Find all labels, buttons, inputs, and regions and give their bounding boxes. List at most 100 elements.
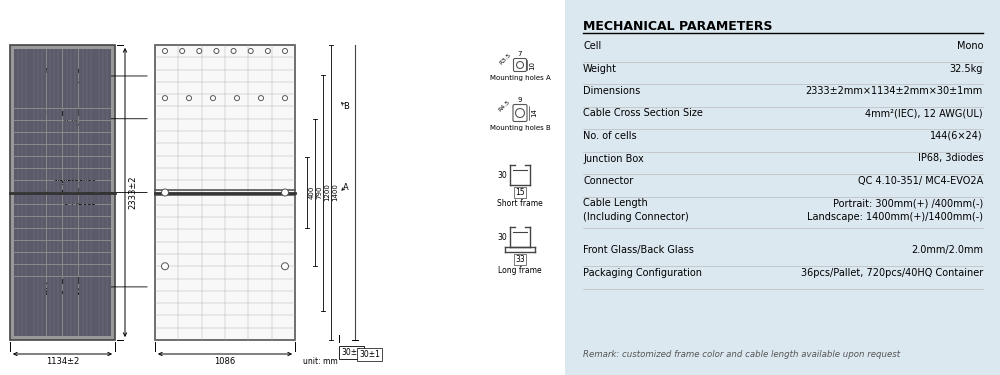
Text: B: B (343, 102, 349, 111)
Bar (95, 157, 111, 168)
Bar (47, 253, 62, 264)
Text: Nextracker
Mounting Holes
8 Places: Nextracker Mounting Holes 8 Places (35, 178, 147, 207)
Circle shape (258, 96, 264, 100)
Bar (47, 145, 62, 156)
Bar (79, 276, 95, 288)
Bar (14, 157, 30, 168)
Circle shape (282, 263, 288, 270)
Text: Short frame: Short frame (497, 199, 543, 208)
Bar (63, 193, 78, 204)
Bar (47, 157, 62, 168)
Bar (30, 121, 46, 132)
Bar (30, 85, 46, 96)
Bar (47, 169, 62, 180)
Circle shape (282, 189, 288, 196)
Bar (95, 169, 111, 180)
Bar (63, 61, 78, 73)
Bar (30, 217, 46, 228)
Bar (47, 312, 62, 324)
Bar (63, 312, 78, 324)
Circle shape (265, 48, 270, 54)
Bar (30, 276, 46, 288)
Bar (14, 145, 30, 156)
Bar (30, 312, 46, 324)
Bar (63, 121, 78, 132)
Bar (95, 97, 111, 108)
Bar (79, 109, 95, 120)
Text: R3.5: R3.5 (498, 52, 512, 66)
Bar (14, 181, 30, 192)
Bar (63, 181, 78, 192)
Bar (79, 253, 95, 264)
Text: 2.0mm/2.0mm: 2.0mm/2.0mm (911, 246, 983, 255)
FancyBboxPatch shape (514, 58, 526, 72)
Circle shape (283, 48, 288, 54)
Bar (63, 157, 78, 168)
Bar (95, 133, 111, 144)
Bar (30, 253, 46, 264)
Bar (30, 97, 46, 108)
Text: 33: 33 (515, 255, 525, 264)
Text: 1200: 1200 (324, 184, 330, 201)
Bar (63, 49, 78, 61)
Circle shape (234, 96, 240, 100)
Text: Draining holes
8 Places: Draining holes 8 Places (39, 66, 147, 86)
Text: IP68, 3diodes: IP68, 3diodes (918, 153, 983, 164)
Text: Front Glass/Back Glass: Front Glass/Back Glass (583, 246, 694, 255)
Bar (95, 264, 111, 276)
Bar (79, 312, 95, 324)
Bar (47, 241, 62, 252)
Text: 144(6×24): 144(6×24) (930, 131, 983, 141)
Circle shape (248, 48, 253, 54)
Text: 14: 14 (531, 109, 537, 117)
Bar (95, 241, 111, 252)
Text: 9: 9 (518, 97, 522, 103)
Bar (47, 324, 62, 336)
Text: A: A (343, 183, 349, 192)
Text: 790: 790 (316, 186, 322, 199)
Bar (95, 61, 111, 73)
Text: 7: 7 (518, 51, 522, 57)
Bar (63, 109, 78, 120)
Text: QC 4.10-351/ MC4-EVO2A: QC 4.10-351/ MC4-EVO2A (858, 176, 983, 186)
Bar (30, 145, 46, 156)
Bar (47, 85, 62, 96)
Bar (63, 169, 78, 180)
Bar (79, 300, 95, 312)
Bar (14, 288, 30, 300)
Bar (95, 181, 111, 192)
Bar (95, 276, 111, 288)
Bar (14, 133, 30, 144)
Bar (14, 264, 30, 276)
Bar (30, 300, 46, 312)
Text: 2333±2mm×1134±2mm×30±1mm: 2333±2mm×1134±2mm×30±1mm (806, 86, 983, 96)
Bar (95, 217, 111, 228)
Bar (63, 145, 78, 156)
Text: unit: mm: unit: mm (303, 357, 338, 366)
Bar (47, 276, 62, 288)
Bar (155, 45, 295, 340)
Bar (14, 121, 30, 132)
Bar (63, 217, 78, 228)
Bar (30, 109, 46, 120)
Bar (14, 229, 30, 240)
Bar (30, 61, 46, 73)
Text: Portrait: 300mm(+) /400mm(-)
Landscape: 1400mm(+)/1400mm(-): Portrait: 300mm(+) /400mm(-) Landscape: … (807, 198, 983, 222)
Bar (79, 241, 95, 252)
Bar (63, 300, 78, 312)
Bar (95, 121, 111, 132)
Bar (95, 253, 111, 264)
Circle shape (210, 96, 216, 100)
Bar (14, 253, 30, 264)
Circle shape (197, 48, 202, 54)
Text: 36pcs/Pallet, 720pcs/40HQ Container: 36pcs/Pallet, 720pcs/40HQ Container (801, 268, 983, 278)
Bar (47, 61, 62, 73)
Text: 30: 30 (497, 232, 507, 242)
Bar (47, 109, 62, 120)
Bar (79, 288, 95, 300)
Circle shape (162, 263, 168, 270)
Text: MECHANICAL PARAMETERS: MECHANICAL PARAMETERS (583, 20, 772, 33)
Bar (63, 85, 78, 96)
Text: Mounting holes A: Mounting holes A (490, 75, 550, 81)
Text: Junction Box: Junction Box (583, 153, 644, 164)
